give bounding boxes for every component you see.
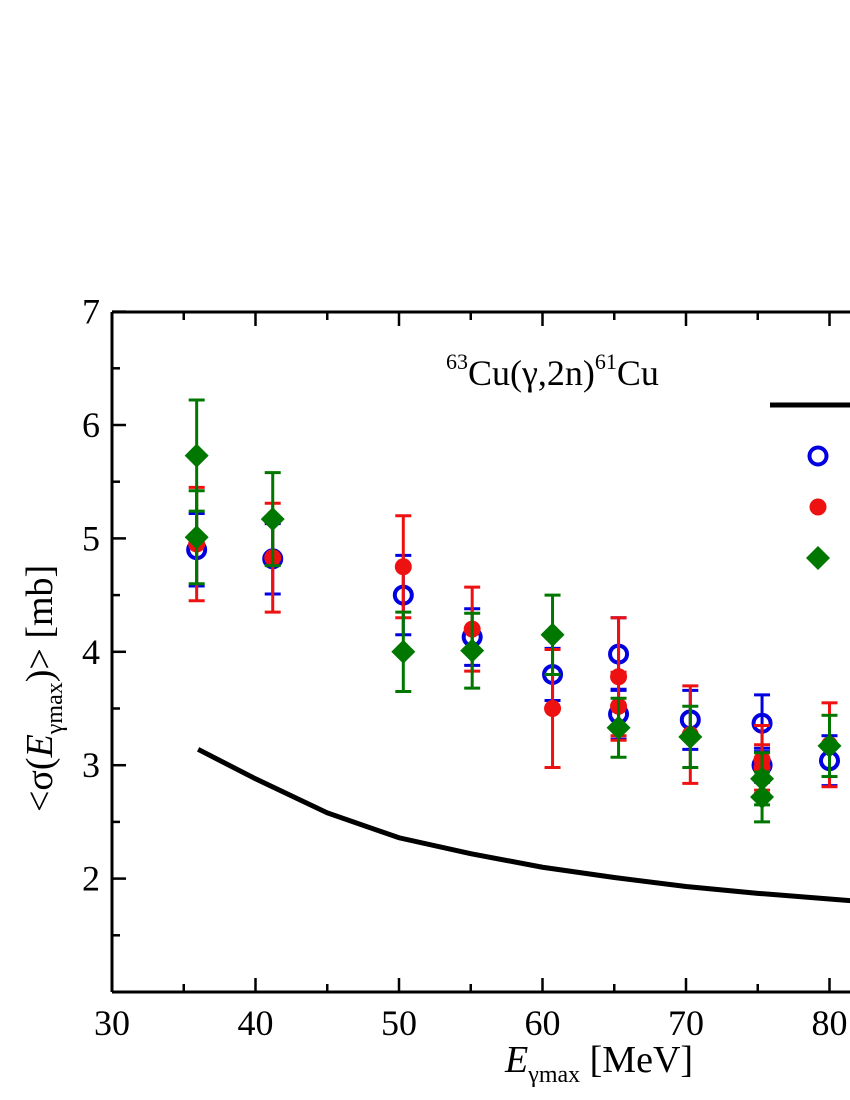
x-axis-label: Eγmax [MeV] [504, 1039, 693, 1088]
data-point-diamond [817, 733, 842, 758]
annotation-element-b: Cu [617, 353, 659, 393]
data-point-filled-circle [544, 700, 562, 717]
annotation-element-a: Cu( [468, 353, 522, 393]
data-point-diamond [184, 443, 209, 468]
x-tick-label: 70 [668, 1003, 704, 1043]
x-axis-label-subscript: γmax [527, 1062, 580, 1088]
y-axis-label-suffix: )> [mb] [19, 565, 61, 682]
y-tick-label: 7 [82, 292, 100, 332]
annotation-mass-a: 63 [446, 349, 468, 374]
x-tick-label: 50 [381, 1003, 417, 1043]
data-point-diamond [606, 715, 631, 740]
y-axis-label-symbol: E [19, 734, 61, 758]
y-tick-label: 2 [82, 859, 100, 899]
y-tick-label: 4 [82, 632, 100, 672]
y-tick-label: 3 [82, 745, 100, 785]
annotation-mass-b: 61 [595, 349, 617, 374]
legend [770, 402, 850, 570]
legend-open-circle-marker [807, 445, 829, 467]
data-point-diamond [460, 638, 485, 663]
y-tick-label: 5 [82, 518, 100, 558]
y-axis-label: <σ(Eγmax)> [mb] [19, 565, 68, 812]
data-point-diamond [540, 622, 565, 647]
x-tick-label: 60 [525, 1003, 561, 1043]
data-point-diamond [391, 639, 416, 664]
y-tick-label: 6 [82, 405, 100, 445]
legend-filled-circle-marker [809, 498, 827, 516]
data-point-diamond [184, 525, 209, 550]
legend-diamond-marker [806, 546, 830, 570]
y-axis-label-subscript: γmax [42, 682, 68, 735]
data-point-diamond [750, 784, 775, 809]
tick-labels: 30 40 50 60 70 80 2 3 4 5 6 7 [82, 292, 848, 1043]
y-axis-label-prefix: <σ( [19, 757, 61, 812]
data-point-diamond [678, 724, 703, 749]
data-point-filled-circle [394, 558, 412, 576]
x-tick-label: 80 [812, 1003, 848, 1043]
x-tick-label: 40 [238, 1003, 274, 1043]
reaction-annotation: 63Cu(γ,2n)61Cu [446, 349, 659, 393]
data-point-diamond [260, 507, 285, 532]
theory-curve [196, 747, 850, 904]
x-axis-label-symbol: E [504, 1039, 528, 1081]
axis-ticks [110, 310, 831, 994]
x-tick-label: 30 [94, 1003, 130, 1043]
plot-area [184, 398, 850, 904]
annotation-reaction: ,2n) [538, 353, 595, 393]
annotation-gamma: γ [521, 353, 538, 393]
x-axis-label-unit: [MeV] [580, 1039, 693, 1081]
